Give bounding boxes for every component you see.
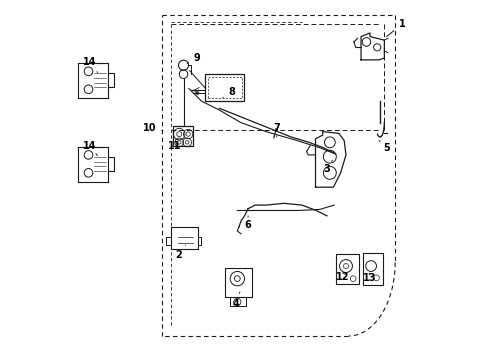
- Bar: [224, 268, 251, 297]
- Bar: [362, 253, 382, 285]
- Bar: [171, 227, 198, 249]
- Bar: [207, 77, 241, 98]
- Text: 6: 6: [244, 216, 251, 230]
- Text: 10: 10: [142, 123, 163, 133]
- Bar: [335, 253, 359, 284]
- Text: 1: 1: [386, 19, 405, 37]
- Text: 13: 13: [362, 273, 375, 283]
- Text: 7: 7: [273, 123, 280, 137]
- Text: 9: 9: [187, 53, 200, 63]
- Text: 2: 2: [174, 245, 185, 260]
- Text: 12: 12: [336, 272, 349, 282]
- Text: 8: 8: [223, 87, 235, 98]
- Text: 5: 5: [378, 140, 389, 153]
- Text: 11: 11: [167, 141, 181, 151]
- Text: 14: 14: [82, 141, 97, 156]
- Text: 3: 3: [323, 160, 332, 174]
- Bar: [172, 126, 192, 146]
- Text: 4: 4: [232, 292, 240, 309]
- Bar: [204, 74, 244, 101]
- Text: 14: 14: [82, 57, 97, 72]
